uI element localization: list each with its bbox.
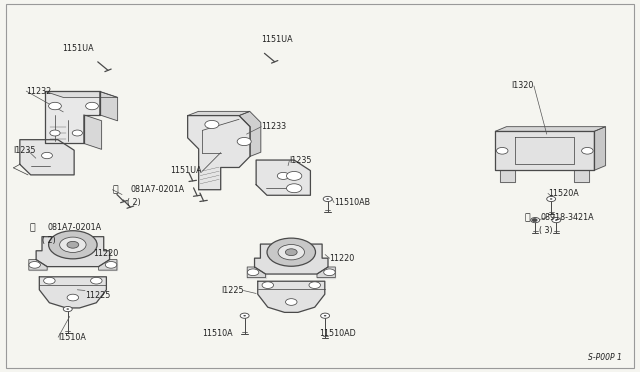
Circle shape bbox=[267, 238, 316, 266]
Circle shape bbox=[237, 137, 252, 145]
Polygon shape bbox=[39, 277, 106, 308]
Circle shape bbox=[49, 102, 61, 110]
Circle shape bbox=[243, 315, 246, 317]
Polygon shape bbox=[20, 140, 74, 175]
Text: I1235: I1235 bbox=[13, 146, 36, 155]
Circle shape bbox=[247, 269, 259, 276]
Text: 081A7-0201A: 081A7-0201A bbox=[47, 223, 101, 232]
Text: ( 2): ( 2) bbox=[127, 198, 141, 207]
Polygon shape bbox=[188, 116, 250, 190]
Polygon shape bbox=[247, 267, 266, 278]
Circle shape bbox=[324, 315, 326, 317]
Text: ( 3): ( 3) bbox=[539, 226, 553, 235]
Text: Ⓑ: Ⓑ bbox=[29, 223, 35, 232]
Circle shape bbox=[60, 237, 86, 253]
Polygon shape bbox=[495, 127, 605, 131]
Circle shape bbox=[106, 262, 116, 268]
Text: I1320: I1320 bbox=[511, 81, 534, 90]
Polygon shape bbox=[36, 237, 109, 267]
Circle shape bbox=[49, 231, 97, 259]
Text: 1151UA: 1151UA bbox=[261, 35, 293, 44]
Text: Ⓝ: Ⓝ bbox=[524, 213, 530, 222]
Text: S-P00P 1: S-P00P 1 bbox=[588, 353, 621, 362]
Circle shape bbox=[262, 282, 273, 288]
Polygon shape bbox=[495, 131, 595, 170]
Circle shape bbox=[29, 262, 40, 268]
Circle shape bbox=[555, 219, 557, 221]
Circle shape bbox=[497, 147, 508, 154]
Text: 11510A: 11510A bbox=[202, 328, 232, 338]
Circle shape bbox=[323, 196, 332, 202]
Text: 11233: 11233 bbox=[261, 122, 286, 131]
Polygon shape bbox=[258, 281, 324, 312]
Text: I1225: I1225 bbox=[221, 286, 244, 295]
Text: Ⓑ: Ⓑ bbox=[113, 185, 118, 194]
Circle shape bbox=[91, 278, 102, 284]
Text: 11510AB: 11510AB bbox=[334, 198, 370, 207]
Text: I1510A: I1510A bbox=[58, 333, 86, 342]
Polygon shape bbox=[256, 160, 310, 195]
Polygon shape bbox=[84, 115, 102, 149]
Polygon shape bbox=[500, 170, 515, 182]
Text: 11225: 11225 bbox=[85, 291, 110, 300]
Circle shape bbox=[205, 121, 219, 129]
Text: 1151UA: 1151UA bbox=[170, 166, 202, 174]
Ellipse shape bbox=[42, 153, 52, 159]
Text: 11232: 11232 bbox=[26, 87, 51, 96]
Polygon shape bbox=[29, 260, 47, 270]
Circle shape bbox=[531, 218, 540, 223]
Text: I1235: I1235 bbox=[289, 156, 312, 165]
Text: 11220: 11220 bbox=[330, 254, 355, 263]
Circle shape bbox=[285, 249, 297, 256]
Text: 08918-3421A: 08918-3421A bbox=[540, 213, 594, 222]
Circle shape bbox=[63, 307, 72, 312]
Circle shape bbox=[550, 198, 552, 200]
Polygon shape bbox=[575, 170, 589, 182]
Circle shape bbox=[321, 313, 330, 318]
Circle shape bbox=[67, 294, 79, 301]
Circle shape bbox=[278, 244, 305, 260]
Circle shape bbox=[326, 198, 329, 200]
Circle shape bbox=[240, 313, 249, 318]
Polygon shape bbox=[100, 92, 118, 121]
Text: 11520A: 11520A bbox=[548, 189, 579, 198]
Circle shape bbox=[50, 130, 60, 136]
Polygon shape bbox=[99, 260, 117, 270]
Circle shape bbox=[285, 299, 297, 305]
Text: 081A7-0201A: 081A7-0201A bbox=[131, 185, 184, 194]
Text: 11510AD: 11510AD bbox=[319, 328, 355, 338]
Circle shape bbox=[287, 171, 302, 180]
Polygon shape bbox=[45, 92, 100, 143]
Circle shape bbox=[532, 219, 537, 222]
Circle shape bbox=[86, 102, 99, 110]
Circle shape bbox=[324, 269, 335, 276]
Text: 11220: 11220 bbox=[93, 249, 118, 258]
Circle shape bbox=[287, 184, 302, 193]
Text: ( 2): ( 2) bbox=[42, 236, 56, 245]
Circle shape bbox=[72, 130, 83, 136]
Ellipse shape bbox=[277, 172, 289, 179]
Circle shape bbox=[67, 241, 79, 248]
Circle shape bbox=[552, 218, 561, 223]
Polygon shape bbox=[45, 92, 118, 97]
Polygon shape bbox=[317, 267, 335, 278]
Circle shape bbox=[547, 196, 556, 202]
Circle shape bbox=[534, 219, 536, 221]
Circle shape bbox=[44, 278, 55, 284]
Circle shape bbox=[67, 308, 69, 310]
Text: 1151UA: 1151UA bbox=[63, 44, 94, 53]
Polygon shape bbox=[595, 127, 605, 170]
Polygon shape bbox=[188, 112, 250, 116]
Polygon shape bbox=[255, 244, 328, 274]
Circle shape bbox=[309, 282, 321, 288]
Circle shape bbox=[582, 147, 593, 154]
Polygon shape bbox=[239, 112, 261, 156]
